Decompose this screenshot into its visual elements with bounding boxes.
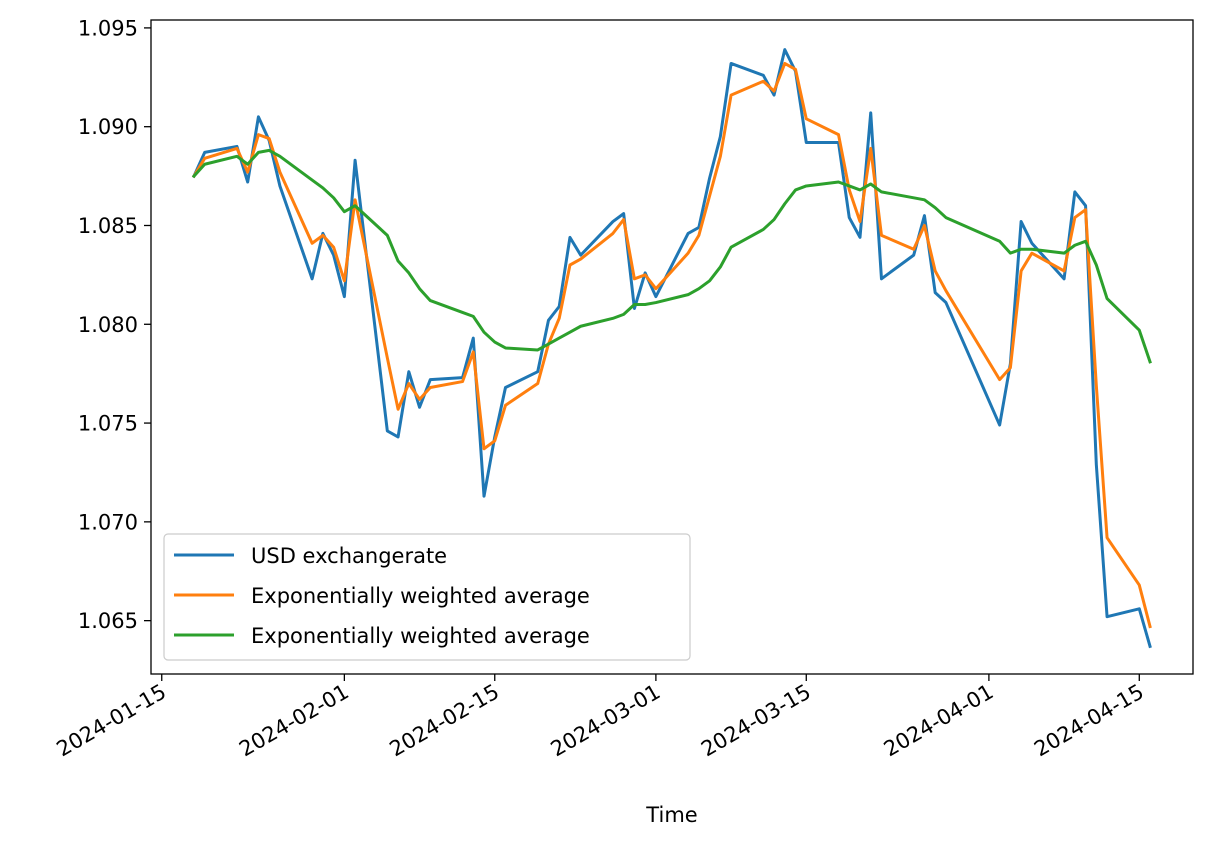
series-layer xyxy=(191,48,1152,649)
legend-label: Exponentially weighted average xyxy=(251,584,590,608)
x-axis-label: Time xyxy=(645,803,697,827)
y-tick-label: 1.080 xyxy=(78,313,138,337)
y-tick-label: 1.090 xyxy=(78,115,138,139)
series-line-3 xyxy=(191,148,1152,364)
series-line-2 xyxy=(191,61,1152,629)
legend-label: USD exchangerate xyxy=(251,544,447,568)
y-tick-label: 1.065 xyxy=(78,609,138,633)
y-tick-label: 1.095 xyxy=(78,16,138,40)
legend: USD exchangerate Exponentially weighted a… xyxy=(163,533,691,661)
y-tick-label: 1.075 xyxy=(78,412,138,436)
y-axis: 1.065 1.070 1.075 1.080 1.085 1.090 1.095 xyxy=(78,16,151,633)
plot-frame xyxy=(150,19,1194,675)
legend-label: Exponentially weighted average xyxy=(251,624,590,648)
y-tick-label: 1.070 xyxy=(78,510,138,534)
legend-box xyxy=(163,533,691,661)
y-tick-label: 1.085 xyxy=(78,214,138,238)
